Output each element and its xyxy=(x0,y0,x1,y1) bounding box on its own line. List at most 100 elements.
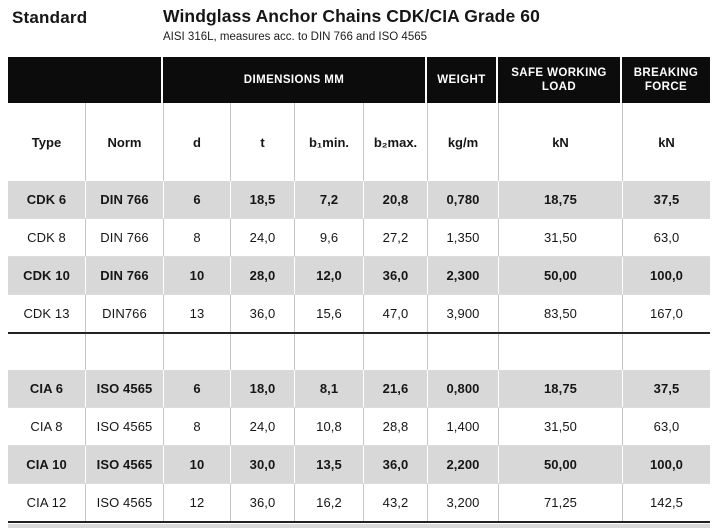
cell-swl: 83,50 xyxy=(498,295,622,332)
cell-bf: 100,0 xyxy=(622,257,710,294)
cell-type: CDK 10 xyxy=(23,268,70,283)
cutoff-row-remnant xyxy=(8,524,710,528)
cell-type: CIA 6 xyxy=(29,381,64,396)
cell-bf: 100,0 xyxy=(622,446,710,483)
cell-b2: 47,0 xyxy=(363,295,427,332)
cell-swl: 18,75 xyxy=(498,370,622,407)
cell-d: 8 xyxy=(163,408,230,445)
table-row: CDK 10 DIN 766 10 28,0 12,0 36,0 2,300 50,00 100… xyxy=(8,256,710,294)
chain-spec-table: DIMENSIONS MM WEIGHT SAFE WORKING LOAD B… xyxy=(8,57,710,528)
cell-kgm: 1,400 xyxy=(427,408,498,445)
cell-b1: 7,2 xyxy=(294,181,363,218)
cell-b2: 36,0 xyxy=(363,446,427,483)
cell-norm: ISO 4565 xyxy=(85,484,163,521)
band-blank-section xyxy=(8,57,161,103)
cell-t: 18,0 xyxy=(230,370,294,407)
colhead-type: Type xyxy=(31,134,62,150)
cell-b2: 21,6 xyxy=(363,370,427,407)
cell-b2: 28,8 xyxy=(363,408,427,445)
table-row: CIA 12 ISO 4565 12 36,0 16,2 43,2 3,200 71,25 14… xyxy=(8,483,710,521)
cell-b1: 15,6 xyxy=(294,295,363,332)
cell-type: CIA 10 xyxy=(26,457,67,472)
table-group-header-band: DIMENSIONS MM WEIGHT SAFE WORKING LOAD B… xyxy=(8,57,710,103)
standard-label: Standard xyxy=(12,8,88,27)
cell-b1: 16,2 xyxy=(294,484,363,521)
cell-kgm: 3,200 xyxy=(427,484,498,521)
cell-b1: 9,6 xyxy=(294,219,363,256)
cell-t: 28,0 xyxy=(230,257,294,294)
colhead-kgm: kg/m xyxy=(427,103,498,181)
cell-bf: 37,5 xyxy=(622,370,710,407)
cell-kgm: 3,900 xyxy=(427,295,498,332)
cell-swl: 31,50 xyxy=(498,219,622,256)
column-header-row: Type Norm d t b₁min. b₂max. kg/m kN kN xyxy=(8,103,710,181)
cell-d: 10 xyxy=(163,446,230,483)
cell-d: 12 xyxy=(163,484,230,521)
cell-t: 24,0 xyxy=(230,408,294,445)
cia-rows-group: CIA 6 ISO 4565 6 18,0 8,1 21,6 0,800 18,75 37,5 C… xyxy=(8,370,710,521)
cell-swl: 50,00 xyxy=(498,257,622,294)
cell-kgm: 0,780 xyxy=(427,181,498,218)
group-separator-border xyxy=(8,332,710,334)
cell-norm: ISO 4565 xyxy=(85,408,163,445)
colhead-d: d xyxy=(163,103,230,181)
cell-norm: ISO 4565 xyxy=(85,370,163,407)
table-bottom-border xyxy=(8,521,710,523)
cdk-rows-group: CDK 6 DIN 766 6 18,5 7,2 20,8 0,780 18,75 37,5 CD… xyxy=(8,181,710,332)
cell-swl: 71,25 xyxy=(498,484,622,521)
cell-d: 10 xyxy=(163,257,230,294)
cell-b2: 43,2 xyxy=(363,484,427,521)
cell-swl: 50,00 xyxy=(498,446,622,483)
cell-kgm: 0,800 xyxy=(427,370,498,407)
title-block: Windglass Anchor Chains CDK/CIA Grade 60… xyxy=(163,6,540,43)
table-row: CIA 10 ISO 4565 10 30,0 13,5 36,0 2,200 50,00 10… xyxy=(8,445,710,483)
cell-d: 13 xyxy=(163,295,230,332)
page-subtitle: AISI 316L, measures acc. to DIN 766 and … xyxy=(163,31,428,43)
cell-bf: 142,5 xyxy=(622,484,710,521)
table-row: CIA 6 ISO 4565 6 18,0 8,1 21,6 0,800 18,75 37,5 xyxy=(8,370,710,407)
cell-bf: 167,0 xyxy=(622,295,710,332)
cell-t: 36,0 xyxy=(230,295,294,332)
table-row: CDK 6 DIN 766 6 18,5 7,2 20,8 0,780 18,75 37,5 xyxy=(8,181,710,218)
cell-d: 6 xyxy=(163,370,230,407)
cell-norm: DIN 766 xyxy=(85,257,163,294)
cell-type: CDK 13 xyxy=(23,306,70,321)
cell-bf: 63,0 xyxy=(622,219,710,256)
page-title: Windglass Anchor Chains CDK/CIA Grade 60 xyxy=(163,6,540,26)
cell-b1: 10,8 xyxy=(294,408,363,445)
cell-norm: ISO 4565 xyxy=(85,446,163,483)
colhead-b1min: b₁min. xyxy=(294,103,363,181)
cell-swl: 18,75 xyxy=(498,181,622,218)
cell-kgm: 2,200 xyxy=(427,446,498,483)
table-row: CDK 13 DIN766 13 36,0 15,6 47,0 3,900 83,50 167,… xyxy=(8,294,710,332)
cell-b2: 36,0 xyxy=(363,257,427,294)
colhead-kn-bf: kN xyxy=(622,103,710,181)
table-row: CDK 8 DIN 766 8 24,0 9,6 27,2 1,350 31,50 63,0 xyxy=(8,218,710,256)
cell-t: 18,5 xyxy=(230,181,294,218)
colhead-kn-swl: kN xyxy=(498,103,622,181)
cell-b2: 20,8 xyxy=(363,181,427,218)
cell-kgm: 1,350 xyxy=(427,219,498,256)
cell-norm: DIN766 xyxy=(85,295,163,332)
cell-b1: 13,5 xyxy=(294,446,363,483)
cell-d: 8 xyxy=(163,219,230,256)
cell-b1: 12,0 xyxy=(294,257,363,294)
cell-kgm: 2,300 xyxy=(427,257,498,294)
cell-norm: DIN 766 xyxy=(85,219,163,256)
group-gap-row xyxy=(8,334,710,370)
cell-d: 6 xyxy=(163,181,230,218)
cell-norm: DIN 766 xyxy=(85,181,163,218)
colhead-norm: Norm xyxy=(85,103,163,181)
document-header: Standard Windglass Anchor Chains CDK/CIA… xyxy=(0,0,720,57)
table-row: CIA 8 ISO 4565 8 24,0 10,8 28,8 1,400 31,50 63,0 xyxy=(8,407,710,445)
cell-type: CIA 8 xyxy=(30,419,63,434)
cell-type: CIA 12 xyxy=(26,495,67,510)
cell-t: 36,0 xyxy=(230,484,294,521)
cell-t: 30,0 xyxy=(230,446,294,483)
cell-b1: 8,1 xyxy=(294,370,363,407)
colhead-t: t xyxy=(230,103,294,181)
cell-type: CDK 8 xyxy=(27,230,66,245)
band-breaking-force: BREAKING FORCE xyxy=(622,57,710,103)
colhead-b2max: b₂max. xyxy=(363,103,427,181)
